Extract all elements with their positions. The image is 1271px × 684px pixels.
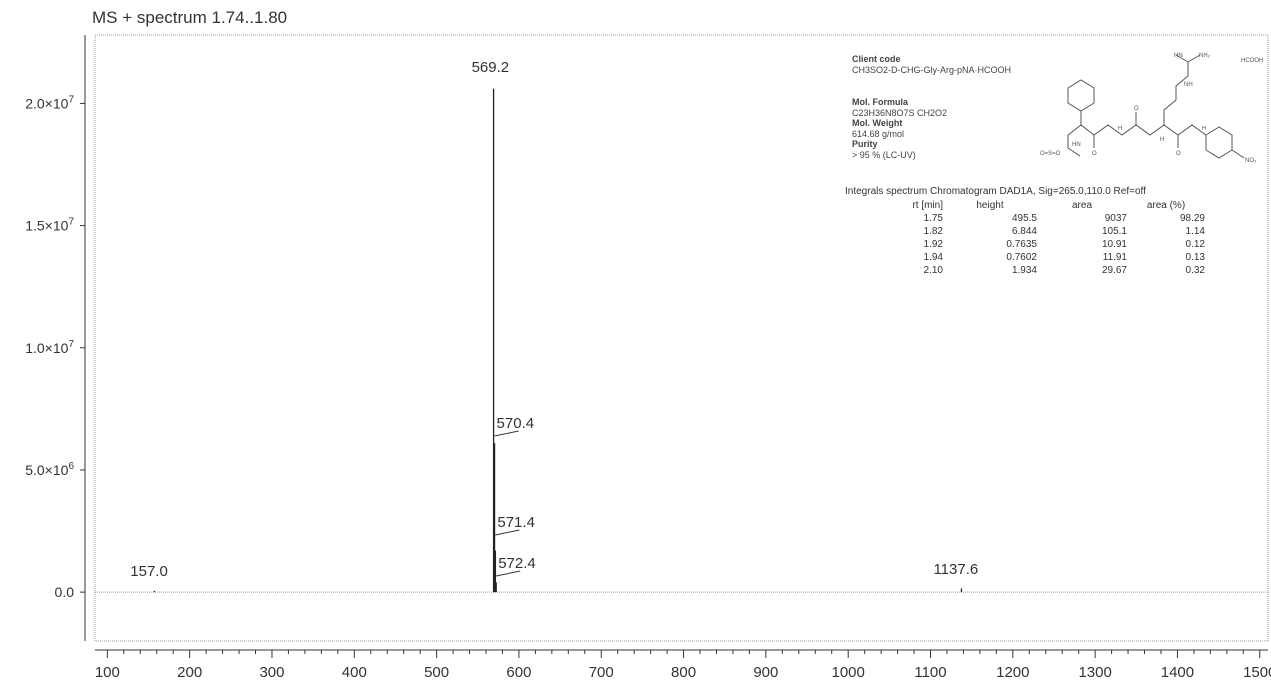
peak-label: 1137.6 — [933, 561, 978, 578]
peak-label-leader — [496, 570, 521, 577]
structure-label-o1: O — [1092, 151, 1097, 157]
x-tick-label: 900 — [753, 664, 778, 681]
structure-label-o3: O — [1176, 151, 1181, 157]
cell-area: 9037 — [1104, 213, 1127, 224]
cell-area: 105.1 — [1101, 226, 1127, 237]
weight-value: 614.68 g/mol — [852, 128, 905, 139]
peak-label: 572.4 — [498, 555, 536, 572]
cell-area-pct: 1.14 — [1185, 226, 1205, 237]
col-height: height — [976, 200, 1004, 211]
cell-height: 0.7602 — [1006, 252, 1037, 263]
x-tick-label: 400 — [342, 664, 367, 681]
cell-height: 6.844 — [1011, 226, 1037, 237]
client-code-value: CH3SO2-D-CHG-Gly-Arg-pNA·HCOOH — [852, 64, 1012, 75]
integrals-table: rt [min] height area area (%) 1.75 495.5… — [855, 199, 1205, 277]
y-tick-label: 5.0×106 — [25, 461, 74, 478]
x-tick-label: 800 — [671, 664, 696, 681]
cell-rt: 1.75 — [923, 213, 943, 224]
client-code-label: Client code — [852, 54, 901, 64]
structure-label-nh2: NH₂ — [1199, 53, 1211, 59]
x-tick-label: 300 — [259, 664, 284, 681]
x-tick-label: 500 — [424, 664, 449, 681]
peak-label: 569.2 — [472, 59, 510, 76]
cell-height: 0.7635 — [1006, 239, 1037, 250]
cell-area-pct: 0.12 — [1185, 239, 1205, 250]
table-row: 1.92 0.7635 10.91 0.12 — [855, 238, 1205, 251]
x-tick-label: 200 — [177, 664, 202, 681]
formula-value: C23H36N8O7S CH2O2 — [852, 107, 948, 118]
y-tick-label: 0.0 — [55, 584, 75, 600]
peak-label: 571.4 — [497, 514, 535, 531]
table-row: 1.82 6.844 105.1 1.14 — [855, 225, 1205, 238]
peak-label: 157.0 — [130, 563, 168, 580]
cell-area: 29.67 — [1101, 265, 1127, 276]
cell-rt: 2.10 — [923, 265, 943, 276]
integrals-table-block: Integrals spectrum Chromatogram DAD1A, S… — [845, 186, 1205, 277]
peak-label: 570.4 — [497, 415, 535, 432]
cell-height: 495.5 — [1011, 213, 1037, 224]
col-rt: rt [min] — [912, 200, 943, 211]
integrals-heading: Integrals spectrum Chromatogram DAD1A, S… — [845, 186, 1146, 197]
peak-label-leader — [495, 529, 520, 536]
table-row: 1.75 495.5 9037 98.29 — [855, 212, 1205, 225]
x-tick-label: 1100 — [914, 664, 946, 681]
structure-label-hn-top: HN — [1174, 53, 1183, 59]
x-tick-label: 1500 — [1243, 664, 1271, 681]
y-tick-label: 1.5×107 — [25, 217, 74, 234]
chemical-structure: HN HN NH₂ NH H H H O O O NO₂ O=S=O HCOOH — [1040, 53, 1263, 164]
cell-area: 11.91 — [1102, 252, 1127, 263]
x-tick-label: 1000 — [832, 664, 865, 681]
plot-frame — [94, 34, 1269, 642]
x-tick-label: 1200 — [996, 664, 1029, 681]
structure-label-hn: HN — [1072, 142, 1081, 148]
x-tick-label: 600 — [506, 664, 531, 681]
formula-label: Mol. Formula — [852, 97, 908, 107]
cell-rt: 1.92 — [923, 239, 943, 250]
y-tick-label: 2.0×107 — [25, 94, 74, 111]
table-row: 1.94 0.7602 11.91 0.13 — [855, 251, 1205, 264]
cell-area: 10.91 — [1101, 239, 1127, 250]
structure-label-so2: O=S=O — [1040, 151, 1061, 157]
structure-label-h1: H — [1118, 126, 1122, 132]
x-tick-label: 700 — [589, 664, 614, 681]
cell-rt: 1.94 — [923, 252, 943, 263]
table-row: 2.10 1.934 29.67 0.32 — [855, 264, 1205, 277]
x-tick-label: 1400 — [1161, 664, 1194, 681]
cell-area-pct: 98.29 — [1179, 213, 1205, 224]
weight-label: Mol. Weight — [852, 118, 903, 128]
x-tick-label: 1300 — [1078, 664, 1111, 681]
cell-height: 1.934 — [1011, 265, 1037, 276]
cell-rt: 1.82 — [923, 226, 943, 237]
structure-label-o2: O — [1134, 106, 1139, 112]
x-tick-label: 100 — [95, 664, 120, 681]
structure-label-no2: NO₂ — [1245, 158, 1257, 164]
purity-label: Purity — [852, 139, 878, 149]
col-area: area — [1071, 200, 1092, 211]
peak-label-leader — [494, 430, 519, 437]
purity-value: > 95 % (LC-UV) — [852, 149, 916, 160]
structure-label-nh: NH — [1184, 82, 1193, 88]
structure-label-h2: H — [1160, 137, 1164, 143]
cell-area-pct: 0.32 — [1185, 265, 1205, 276]
structure-label-h3: H — [1202, 126, 1206, 132]
y-tick-label: 1.0×107 — [25, 339, 74, 356]
compound-info: Client code CH3SO2-D-CHG-Gly-Arg-pNA·HCO… — [852, 54, 1011, 160]
col-area-pct: area (%) — [1146, 200, 1186, 211]
chart-title: MS + spectrum 1.74..1.80 — [92, 8, 288, 27]
cell-area-pct: 0.13 — [1185, 252, 1205, 263]
structure-label-salt: HCOOH — [1241, 58, 1263, 64]
